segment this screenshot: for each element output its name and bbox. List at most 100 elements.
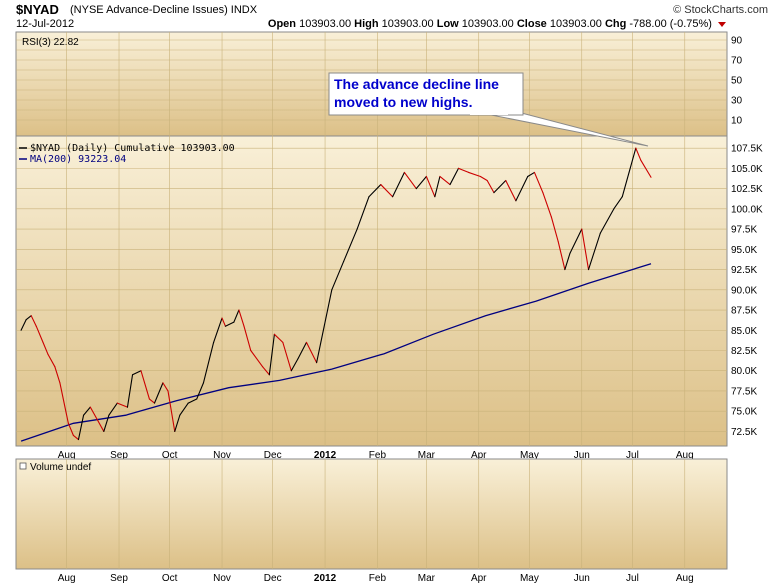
open-label: Open	[267, 18, 297, 30]
nyad-segment	[96, 418, 105, 432]
nyad-segment	[542, 192, 552, 218]
nyad-segment	[635, 147, 642, 161]
high-label: High	[354, 18, 379, 30]
main-y-tick-labels: 72.5K 75.0K 77.5K 80.0K 82.5K 85.0K 87.5K 90.0K…	[731, 144, 763, 438]
x-tick-label: Apr	[471, 450, 487, 461]
symbol: $NYAD	[16, 2, 59, 17]
nyad-segment	[581, 228, 590, 271]
nyad-segment	[599, 208, 615, 234]
nyad-segment	[89, 406, 98, 420]
y-tick-label: 95.0K	[731, 245, 757, 256]
nyad-segment	[25, 315, 32, 321]
x-tick-label: Dec	[264, 450, 282, 461]
nyad-segment	[238, 309, 245, 327]
nyad-segment	[103, 414, 110, 432]
ma200-series	[20, 263, 652, 442]
nyad-segment	[213, 317, 223, 343]
nyad-segment	[108, 402, 118, 416]
close-label: Close	[516, 18, 547, 30]
volume-x-tick-labels: Aug Sep Oct Nov Dec 2012 Feb Mar Apr May Jun Jul Aug	[58, 573, 694, 584]
nyad-segment	[224, 321, 235, 327]
nyad-segment	[250, 349, 264, 368]
nyad-segment	[162, 382, 169, 392]
nyad-segment	[415, 175, 427, 190]
nyad-segment	[515, 175, 529, 202]
x-tick-label: Nov	[213, 450, 231, 461]
y-tick-label: 92.5K	[731, 265, 757, 276]
nyad-segment	[550, 216, 559, 242]
volume-x-tick-label: Sep	[110, 573, 128, 584]
nyad-segment	[368, 184, 382, 198]
volume-x-tick-label: Feb	[369, 573, 387, 584]
nyad-segment	[30, 315, 37, 327]
x-tick-label: May	[520, 450, 539, 461]
annotation-line-2: moved to new highs.	[334, 94, 472, 110]
ma200-line	[20, 263, 652, 442]
nyad-segment	[533, 171, 544, 194]
nyad-segment	[77, 414, 85, 441]
nyad-segment	[148, 398, 156, 404]
brand-watermark: © StockCharts.com	[673, 4, 768, 16]
nyad-segment	[468, 171, 481, 178]
volume-swatch	[19, 462, 27, 470]
nyad-segment	[564, 252, 571, 271]
nyad-segment	[131, 370, 142, 376]
exchange-text: INDX	[230, 4, 258, 16]
nyad-segment	[356, 196, 370, 230]
y-tick-label: 97.5K	[731, 225, 757, 236]
volume-x-tick-label: Dec	[264, 573, 282, 584]
nyad-segment	[331, 260, 345, 291]
nyad-segment	[140, 370, 150, 400]
volume-x-tick-label: May	[520, 573, 539, 584]
rsi-tick-label: 70	[731, 56, 743, 67]
chart-date: 12-Jul-2012	[16, 18, 75, 30]
y-tick-label: 80.0K	[731, 366, 757, 377]
nyad-segment	[126, 374, 134, 408]
legend-main: $NYAD (Daily) Cumulative 103903.00	[30, 143, 235, 154]
nyad-segment	[628, 147, 637, 173]
nyad-segment	[527, 171, 536, 178]
x-tick-label: Aug	[58, 450, 76, 461]
rsi-tick-label: 10	[731, 116, 743, 127]
nyad-segment	[449, 167, 460, 186]
y-tick-label: 72.5K	[731, 427, 757, 438]
nyad-segment	[297, 341, 308, 360]
nyad-segment	[59, 382, 69, 424]
volume-x-tick-label: 2012	[314, 573, 337, 584]
chg-value: -788.00 (-0.75%)	[629, 18, 712, 30]
y-tick-label: 77.5K	[731, 386, 757, 397]
close-value: 103903.00	[549, 18, 602, 30]
y-tick-label: 85.0K	[731, 326, 757, 337]
nyad-segment	[179, 402, 189, 416]
nyad-segment	[35, 325, 44, 343]
nyad-segment	[343, 228, 358, 263]
x-tick-label: Oct	[162, 450, 178, 461]
nyad-segment	[457, 167, 470, 173]
nyad-segment	[290, 358, 299, 372]
nyad-segment	[187, 398, 198, 404]
description-text: (NYSE Advance-Decline Issues)	[70, 4, 228, 16]
y-tick-label: 75.0K	[731, 407, 757, 418]
y-tick-label: 102.5K	[731, 184, 763, 195]
nyad-segment	[202, 341, 215, 384]
nyad-segment	[557, 240, 566, 271]
nyad-segment	[587, 232, 601, 271]
volume-x-tick-label: Aug	[676, 573, 694, 584]
nyad-segment	[425, 175, 436, 198]
volume-x-tick-label: Mar	[418, 573, 436, 584]
x-tick-label: Feb	[369, 450, 387, 461]
nyad-segment	[403, 171, 417, 190]
nyad-segment	[434, 175, 441, 198]
y-tick-label: 100.0K	[731, 204, 763, 215]
x-tick-label: 2012	[314, 450, 337, 461]
rsi-tick-label: 90	[731, 36, 743, 47]
nyad-segment	[392, 171, 405, 198]
legend-ma: MA(200) 93223.04	[30, 154, 126, 165]
nyad-segment	[67, 422, 74, 437]
volume-panel	[15, 458, 728, 570]
nyad-segment	[640, 159, 652, 178]
rsi-tick-labels: 90 70 50 30 10	[731, 36, 743, 127]
volume-x-tick-label: Nov	[213, 573, 231, 584]
low-value: 103903.00	[461, 18, 514, 30]
